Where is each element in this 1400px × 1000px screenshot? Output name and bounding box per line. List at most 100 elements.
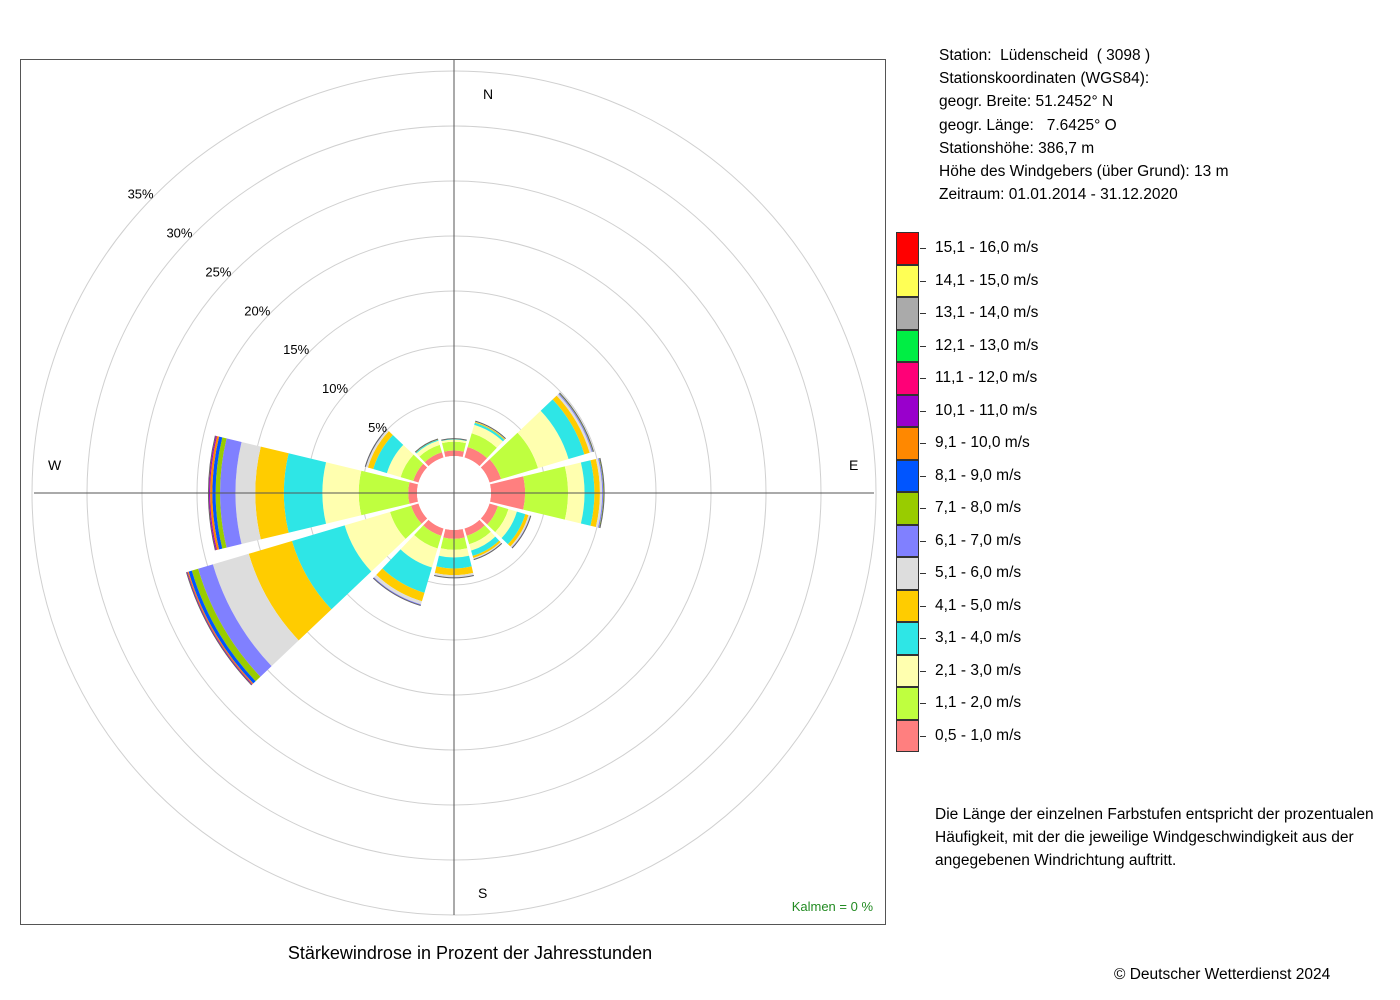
sector-segment [411, 503, 428, 524]
sector-segment [209, 435, 217, 551]
sector-segment [419, 444, 442, 463]
sector-segment [480, 503, 498, 525]
legend-swatch [896, 687, 919, 720]
legend-tick [920, 475, 926, 477]
sector-segment [501, 511, 526, 545]
legend-swatch [896, 232, 919, 265]
legend-label: 9,1 - 10,0 m/s [935, 434, 1030, 451]
legend-tick [920, 605, 926, 607]
legend-swatch [896, 557, 919, 590]
legend-tick [920, 443, 926, 444]
legend-swatch [896, 427, 919, 460]
legend-label: 12,1 - 13,0 m/s [935, 336, 1039, 354]
chart-title: Stärkewindrose in Prozent der Jahresstun… [287, 943, 653, 963]
sector-segment [390, 505, 422, 539]
sector-segment [423, 519, 444, 536]
sector-outline [186, 572, 252, 686]
sector-segment [464, 519, 485, 536]
sector-segment [472, 540, 501, 559]
legend-label: 0,5 - 1,0 m/s [935, 726, 1022, 744]
sector-segment [210, 436, 220, 550]
legend-tick [920, 345, 926, 347]
sector-segment [191, 568, 261, 682]
sector-segment [474, 422, 505, 442]
sector-segment [466, 525, 491, 545]
legend-label: 15,1 - 16,0 m/s [935, 239, 1039, 256]
sector-segment [424, 452, 444, 467]
compass-north: N [483, 86, 493, 102]
sector-segment [469, 531, 496, 551]
sector-segment [400, 454, 424, 481]
sector-segment [474, 421, 506, 440]
sector-segment [386, 444, 414, 478]
legend-label: 13,1 - 14,0 m/s [935, 304, 1039, 321]
sector-segment [382, 549, 432, 593]
compass-south: S [478, 885, 487, 901]
sector-segment [471, 536, 500, 556]
sector-segment [365, 429, 389, 468]
windrose-plot-panel: N E S W 5% 10% 15% 20% 25% 30% 35% Kalmen = 0 … [20, 59, 886, 925]
legend-label: 6,1 - 7,0 m/s [935, 531, 1022, 549]
sector-segment [212, 553, 299, 667]
sector-segment [467, 433, 497, 459]
ring-label: 30% [166, 225, 192, 240]
legend-label: 8,1 - 9,0 m/s [935, 466, 1022, 484]
sector-segment [510, 515, 531, 548]
legend-label: 4,1 - 5,0 m/s [935, 596, 1022, 614]
anemometer-height: Höhe des Windgebers (über Grund): 13 m [939, 163, 1229, 181]
station-name: Station: Lüdenscheid ( 3098 ) [939, 47, 1151, 64]
legend-label: 14,1 - 15,0 m/s [935, 271, 1039, 289]
copyright: © Deutscher Wetterdienst 2024 [1114, 966, 1331, 983]
station-coordinates-heading: Stationskoordinaten (WGS84): [939, 70, 1150, 88]
legend-tick [920, 280, 926, 282]
explanation-note: Die Länge der einzelnen Farbstufen entsp… [935, 806, 1374, 870]
legend-swatch [896, 719, 919, 752]
station-info: Station: Lüdenscheid ( 3098 ) Stationsko… [939, 44, 1228, 206]
sector-outline [475, 420, 506, 439]
sector-segment [374, 574, 422, 605]
sector-segment [556, 394, 592, 453]
legend-label: 3,1 - 4,0 m/s [935, 629, 1022, 646]
time-period: Zeitraum: 01.01.2014 - 31.12.2020 [939, 186, 1178, 204]
ring-label: 15% [283, 342, 309, 357]
sector-segment [415, 439, 439, 454]
sector-segment [188, 570, 256, 684]
sector-segment [215, 437, 227, 549]
legend-swatch [896, 524, 919, 557]
sector-segment [540, 399, 585, 460]
legend-swatch [896, 622, 919, 655]
sector-segment [291, 525, 372, 610]
legend-label: 1,1 - 2,0 m/s [935, 694, 1022, 711]
legend-tick [920, 735, 926, 737]
legend-label: 5,1 - 6,0 m/s [935, 564, 1022, 581]
ring-label: 10% [322, 381, 348, 396]
ring-label: 20% [244, 303, 270, 318]
legend-tick [920, 670, 926, 672]
windrose-svg: N E S W 5% 10% 15% 20% 25% 30% 35% [31, 60, 877, 916]
legend-swatch [896, 329, 919, 362]
legend-tick [920, 313, 926, 314]
sector-segment [434, 572, 474, 578]
sector-segment [595, 458, 603, 528]
sector-segment [198, 564, 272, 677]
legend-swatch [896, 492, 919, 525]
legend-tick [920, 638, 926, 639]
legend-swatch [896, 362, 919, 395]
sector-segment [517, 410, 569, 469]
legend-tick [920, 248, 926, 249]
legend-swatch [896, 459, 919, 492]
sector-segment [373, 434, 404, 474]
sector-segment [489, 432, 538, 480]
station-elevation: Stationshöhe: 386,7 m [939, 139, 1095, 157]
station-latitude: geogr. Breite: 51.2452° N [939, 93, 1114, 111]
legend-tick [920, 573, 926, 574]
legend-label: 11,1 - 12,0 m/s [935, 369, 1038, 386]
sector-outline [473, 543, 503, 561]
legend-label: 2,1 - 3,0 m/s [935, 661, 1022, 679]
sector-segment [507, 514, 529, 547]
sector-segment [212, 436, 223, 550]
sector-outline [372, 577, 421, 606]
sector-segment [400, 534, 438, 568]
legend-tick [920, 508, 926, 509]
legend-tick [920, 410, 926, 412]
